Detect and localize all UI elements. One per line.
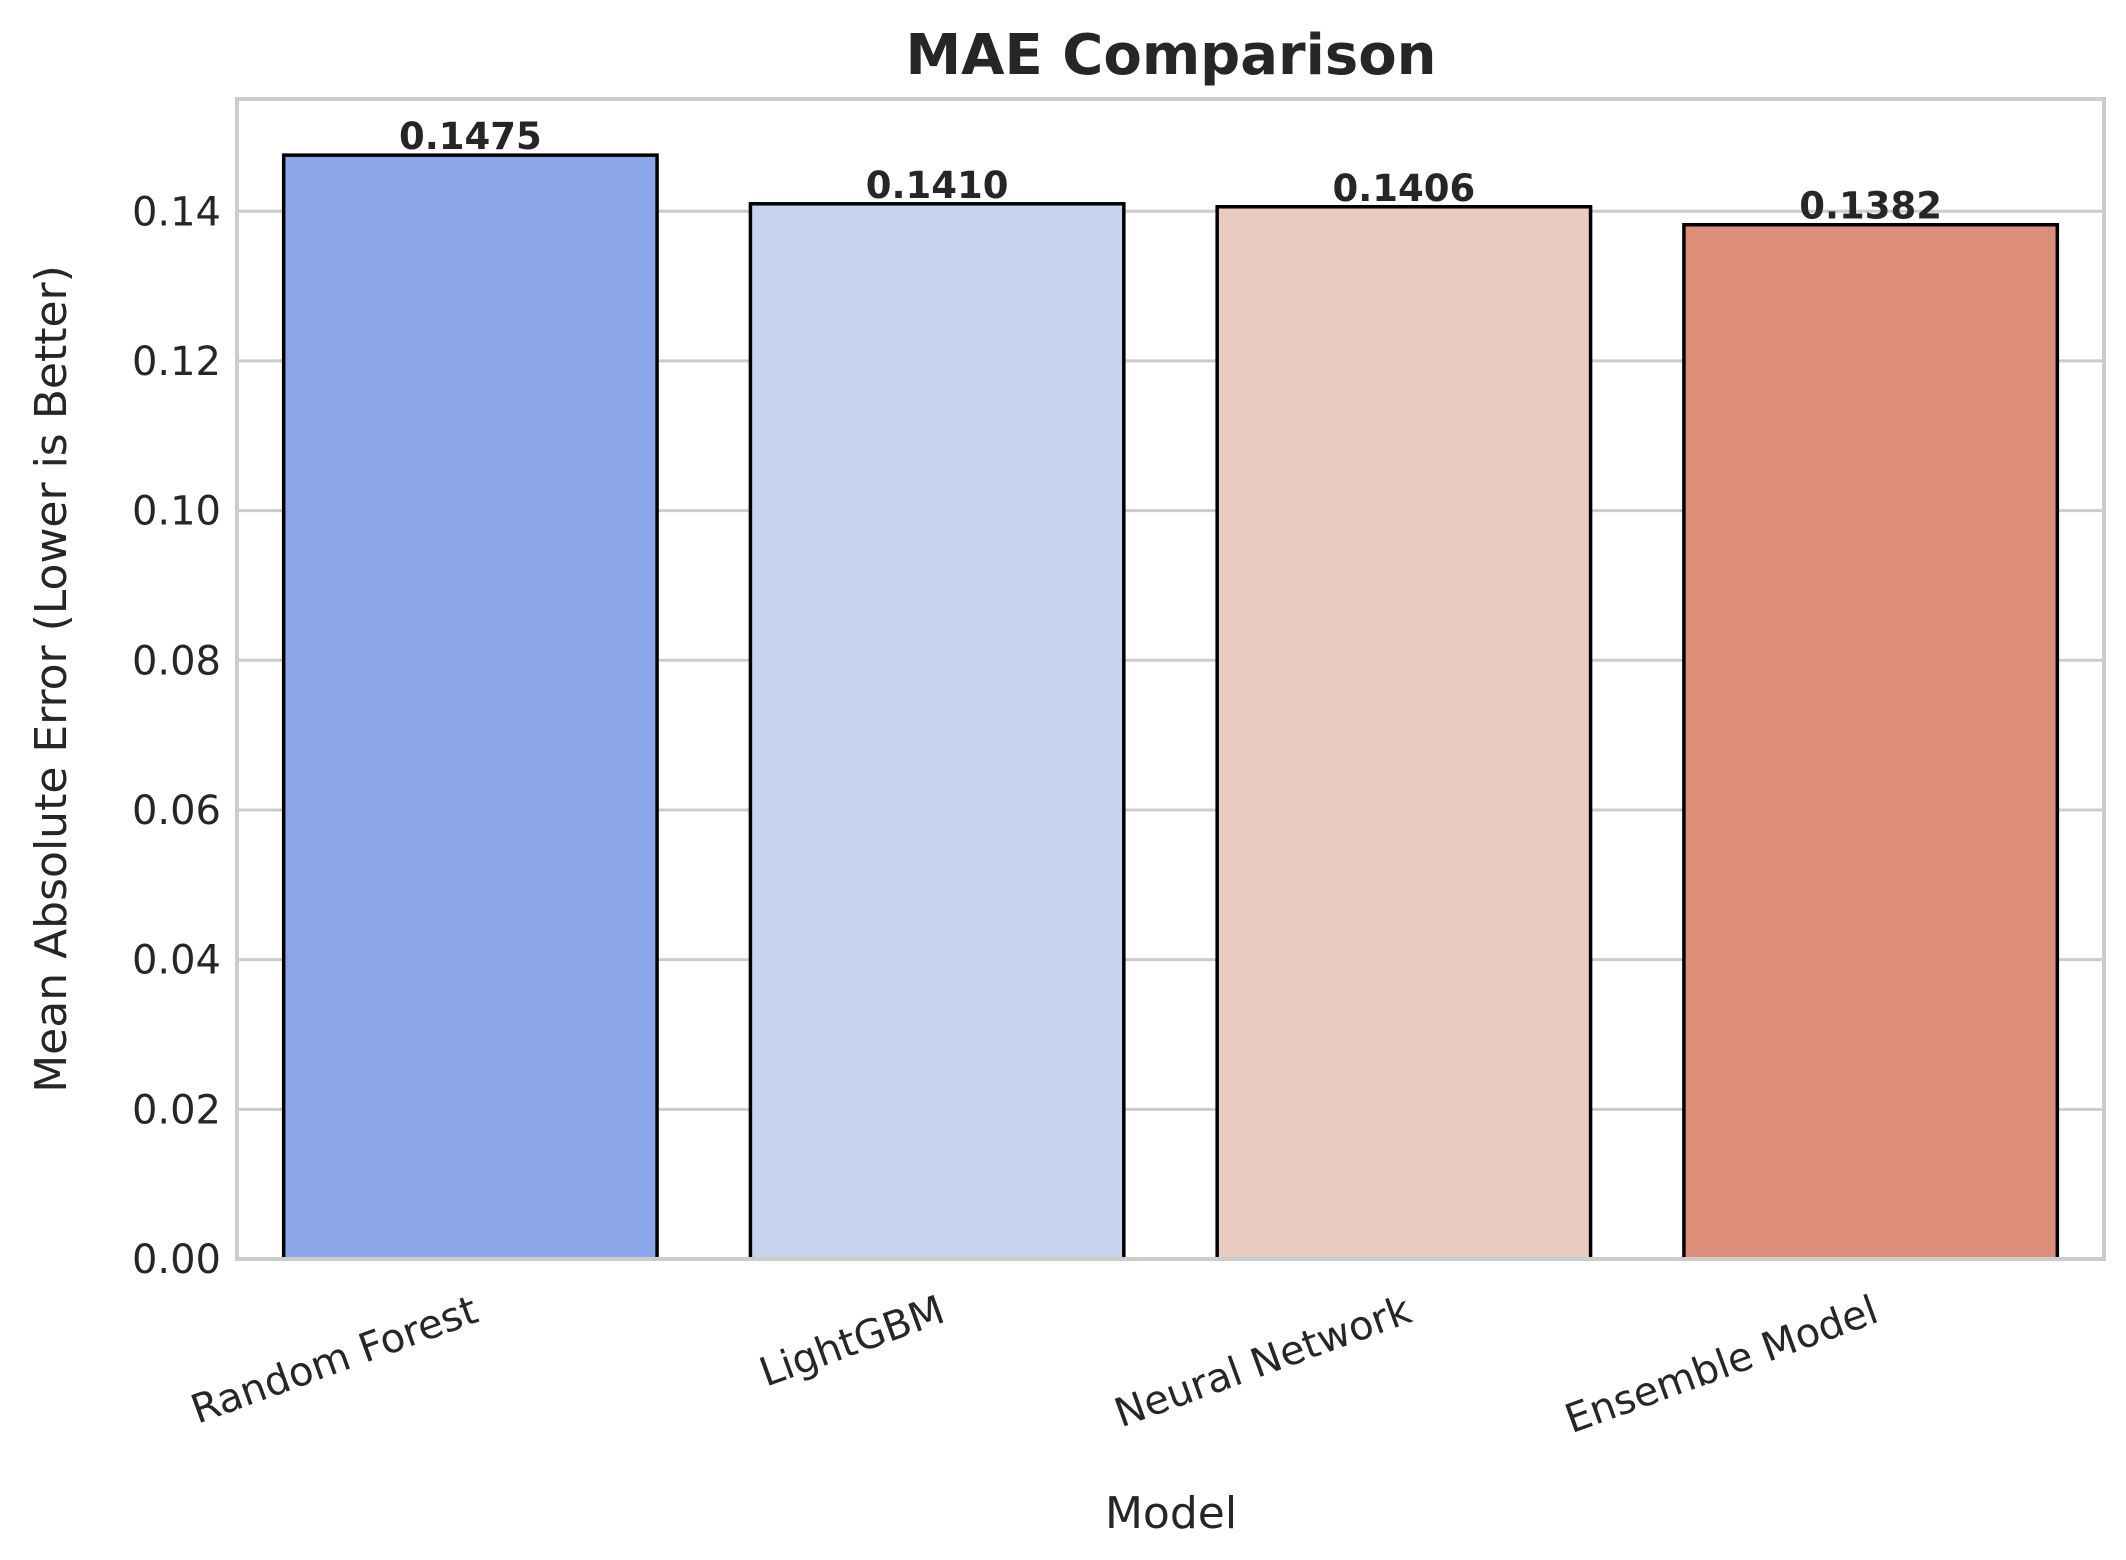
bar <box>1215 205 1593 1261</box>
x-tick-label: LightGBM <box>754 1287 951 1396</box>
bar-value-label: 0.1382 <box>1799 185 1942 228</box>
bar <box>281 153 659 1261</box>
value-labels: 0.1475 0.1410 0.1406 0.1382 <box>399 115 1942 228</box>
x-axis-ticks: Random Forest LightGBM Neural Network Ensem… <box>185 1287 1884 1443</box>
y-tick-label: 0.06 <box>132 788 221 834</box>
bar-value-label: 0.1475 <box>399 115 542 158</box>
x-axis-label: Model <box>1105 1488 1237 1539</box>
y-tick-label: 0.02 <box>132 1087 221 1133</box>
x-tick-label: Ensemble Model <box>1559 1287 1884 1443</box>
y-tick-label: 0.04 <box>132 938 221 984</box>
y-axis-ticks: 0.00 0.02 0.04 0.06 0.08 0.10 0.12 0.14 <box>132 189 221 1283</box>
x-tick-label: Neural Network <box>1109 1287 1418 1437</box>
y-tick-label: 0.14 <box>132 189 221 235</box>
y-tick-label: 0.00 <box>132 1237 221 1283</box>
bar <box>1682 222 2060 1261</box>
x-tick-label: Random Forest <box>185 1287 484 1433</box>
bars <box>281 153 2060 1261</box>
plot-frame <box>235 97 2106 1261</box>
bar-value-label: 0.1410 <box>866 164 1009 207</box>
y-axis-label: Mean Absolute Error (Lower is Better) <box>26 265 77 1093</box>
bar <box>748 202 1126 1261</box>
y-tick-label: 0.08 <box>132 638 221 684</box>
chart-title: MAE Comparison <box>905 23 1436 88</box>
y-tick-label: 0.10 <box>132 489 221 535</box>
y-tick-label: 0.12 <box>132 339 221 385</box>
bar-value-label: 0.1406 <box>1332 167 1475 210</box>
